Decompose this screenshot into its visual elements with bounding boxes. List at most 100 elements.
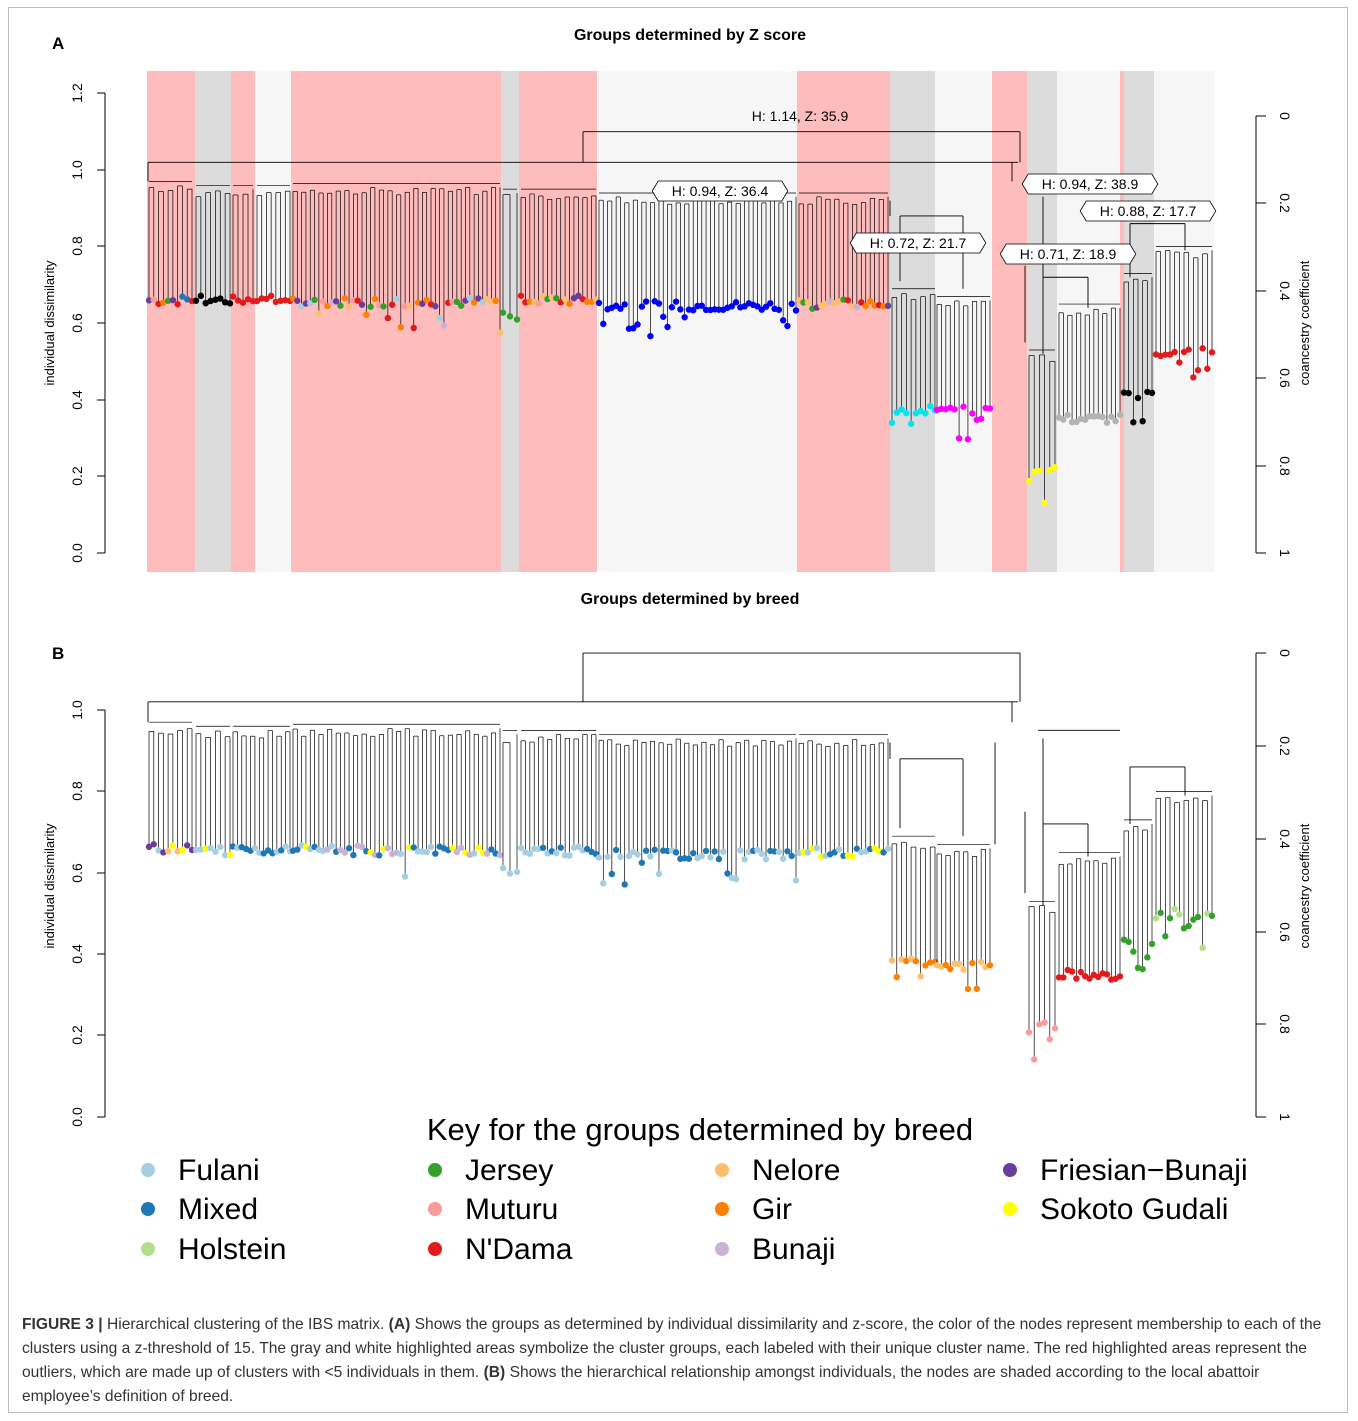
leaf-node	[197, 292, 205, 300]
leaf-node	[207, 844, 214, 852]
key-label: N'Dama	[465, 1233, 573, 1266]
leaf-node	[741, 856, 748, 863]
leaf-node	[758, 850, 765, 858]
leaf-node	[1025, 1029, 1033, 1036]
leaf-node	[226, 300, 234, 307]
leaf-node	[1148, 389, 1156, 397]
leaf-node	[655, 300, 663, 307]
leaf-node	[315, 310, 323, 317]
leaf-node	[638, 303, 646, 310]
leaf-node	[1166, 915, 1174, 922]
leaf-node	[595, 299, 603, 307]
panel-b-y2tick: 0.2	[1277, 736, 1293, 756]
leaf-node	[724, 870, 731, 877]
leaf-node	[1046, 466, 1054, 474]
leaf-node	[453, 848, 461, 856]
panel-b-ytick: 0.4	[69, 944, 85, 964]
panel-b-y2-axis	[1255, 652, 1266, 1118]
leaf-node	[575, 292, 582, 299]
caption-b-tag: (B)	[483, 1364, 506, 1381]
key-label: Holstein	[178, 1233, 286, 1266]
leaf-node	[737, 847, 744, 854]
leaf-node	[600, 320, 607, 328]
cluster-label: H: 1.14, Z: 35.9	[752, 108, 849, 124]
key-swatch	[1003, 1202, 1017, 1216]
leaf-node	[858, 299, 865, 306]
leaf-node	[345, 844, 353, 852]
leaf-node	[1171, 348, 1178, 356]
cluster-label: H: 0.71, Z: 18.9	[1020, 246, 1117, 262]
leaf-node	[835, 846, 843, 853]
leaf-node	[672, 298, 680, 305]
cluster-band	[1057, 71, 1120, 572]
cluster-label-box	[1079, 200, 1217, 222]
leaf-node	[466, 295, 474, 302]
figure-canvas: A Groups determined by Z score 0.0 0.2 0…	[42, 27, 1312, 1266]
leaf-node	[690, 307, 697, 314]
leaf-node	[681, 314, 688, 321]
leaf-node	[762, 303, 770, 310]
leaf-node	[566, 300, 573, 307]
key-label: Bunaji	[752, 1233, 835, 1266]
leaf-node	[867, 298, 874, 305]
leaf-node	[702, 847, 710, 855]
panel-b-y-axis	[97, 709, 106, 1118]
key-swatch	[428, 1163, 442, 1177]
leaf-node	[698, 302, 705, 309]
leaf-node	[328, 842, 336, 850]
cluster-band	[501, 71, 519, 572]
cluster-band	[195, 71, 231, 572]
leaf-node	[1139, 965, 1146, 973]
leaf-node	[282, 843, 289, 850]
leaf-node	[903, 409, 910, 417]
leaf-node	[642, 847, 650, 854]
leaf-node	[792, 307, 800, 314]
leaf-node	[917, 973, 924, 980]
leaf-node	[1095, 973, 1102, 981]
panel-a-ytick: 0.4	[69, 390, 85, 410]
leaf-node	[423, 848, 430, 856]
leaf-node	[1060, 416, 1067, 423]
leaf-node	[483, 850, 491, 857]
panel-a-y2tick: 0.6	[1277, 368, 1293, 388]
panel-a-y2tick: 0.2	[1277, 193, 1293, 213]
leaf-node	[625, 852, 633, 860]
leaf-node	[217, 843, 224, 851]
leaf-node	[719, 848, 727, 855]
key-label: Gir	[752, 1193, 792, 1226]
leaf-node	[239, 299, 247, 306]
panel-b-ytick: 0.2	[69, 1025, 85, 1045]
leaf-node	[973, 985, 980, 993]
leaf-node	[212, 848, 219, 855]
leaf-node	[1208, 912, 1216, 920]
leaf-node	[907, 420, 915, 428]
leaf-node	[907, 955, 915, 963]
leaf-node	[164, 847, 172, 855]
leaf-node	[788, 852, 795, 860]
cluster-band	[992, 71, 1027, 572]
key-label: Fulani	[178, 1154, 260, 1187]
leaf-node	[345, 303, 353, 310]
leaf-node	[371, 295, 379, 303]
leaf-node	[888, 957, 896, 964]
leaf-node	[893, 409, 900, 416]
leaf-node	[754, 846, 761, 854]
leaf-node	[651, 846, 658, 853]
leaf-node	[1031, 1056, 1038, 1063]
leaf-node	[951, 406, 958, 413]
leaf-node	[164, 297, 172, 304]
leaf-node	[690, 849, 697, 857]
leaf-node	[1166, 351, 1174, 358]
leaf-node	[677, 306, 684, 313]
cluster-label: H: 0.88, Z: 17.7	[1100, 203, 1197, 219]
figure-frame	[8, 7, 1348, 1413]
leaf-node	[436, 314, 443, 322]
leaf-node	[499, 309, 507, 316]
leaf-node	[903, 957, 910, 965]
leaf-node	[517, 844, 525, 852]
panel-b-y2tick: 0.4	[1277, 829, 1293, 849]
leaf-node	[612, 846, 620, 854]
cluster-label-box	[999, 243, 1137, 265]
leaf-node	[406, 302, 413, 310]
leaf-node	[767, 300, 774, 307]
